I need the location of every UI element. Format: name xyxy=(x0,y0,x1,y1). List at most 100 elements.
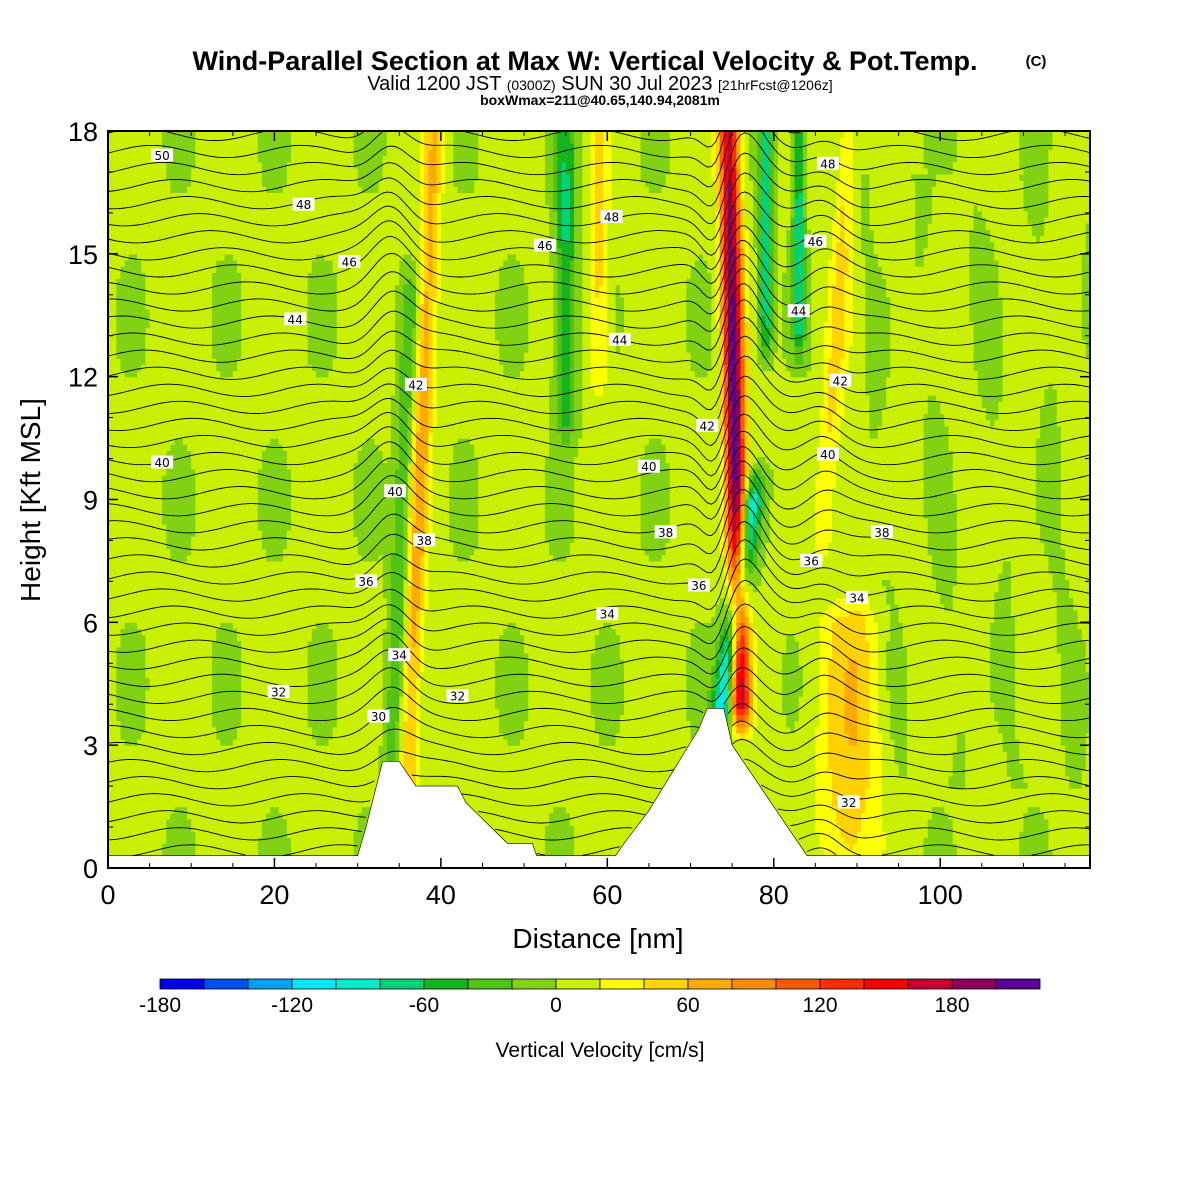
velocity-cell xyxy=(133,598,138,605)
velocity-cell xyxy=(125,450,130,457)
velocity-cell xyxy=(129,340,134,347)
velocity-cell xyxy=(116,192,121,199)
velocity-cell xyxy=(116,297,121,304)
velocity-cell xyxy=(112,223,117,230)
velocity-cell xyxy=(145,186,150,193)
velocity-cell xyxy=(145,192,150,199)
velocity-cell xyxy=(141,309,146,316)
velocity-cell xyxy=(137,702,142,709)
velocity-cell xyxy=(125,733,130,740)
velocity-cell xyxy=(125,481,130,488)
velocity-cell xyxy=(120,671,125,678)
velocity-cell xyxy=(137,622,142,629)
velocity-cell xyxy=(116,426,121,433)
velocity-cell xyxy=(125,635,130,642)
velocity-cell xyxy=(145,800,150,807)
velocity-cell xyxy=(120,217,125,224)
velocity-cell xyxy=(116,850,121,857)
velocity-cell xyxy=(125,579,130,586)
velocity-cell xyxy=(150,407,155,414)
velocity-cell xyxy=(141,420,146,427)
velocity-cell xyxy=(133,340,138,347)
velocity-cell xyxy=(150,628,155,635)
velocity-cell xyxy=(145,328,150,335)
velocity-cell xyxy=(145,567,150,574)
velocity-cell xyxy=(125,721,130,728)
velocity-cell xyxy=(112,192,117,199)
velocity-cell xyxy=(120,622,125,629)
velocity-cell xyxy=(150,770,155,777)
velocity-cell xyxy=(133,696,138,703)
velocity-cell xyxy=(150,751,155,758)
velocity-cell xyxy=(112,653,117,660)
velocity-cell xyxy=(145,585,150,592)
velocity-cell xyxy=(133,260,138,267)
velocity-cell xyxy=(120,266,125,273)
velocity-cell xyxy=(116,604,121,611)
velocity-cell xyxy=(145,819,150,826)
velocity-cell xyxy=(129,266,134,273)
velocity-cell xyxy=(145,739,150,746)
velocity-cell xyxy=(112,303,117,310)
velocity-cell xyxy=(145,156,150,163)
velocity-cell xyxy=(129,334,134,341)
velocity-cell xyxy=(150,346,155,353)
velocity-cell xyxy=(116,579,121,586)
velocity-cell xyxy=(112,714,117,721)
velocity-cell xyxy=(145,530,150,537)
velocity-cell xyxy=(112,579,117,586)
velocity-cell xyxy=(141,352,146,359)
velocity-cell xyxy=(129,555,134,562)
velocity-cell xyxy=(112,395,117,402)
velocity-cell xyxy=(133,561,138,568)
velocity-cell xyxy=(150,438,155,445)
velocity-cell xyxy=(137,432,142,439)
velocity-cell xyxy=(141,389,146,396)
velocity-cell xyxy=(141,616,146,623)
velocity-cell xyxy=(133,450,138,457)
velocity-cell xyxy=(112,506,117,513)
velocity-cell xyxy=(116,291,121,298)
velocity-cell xyxy=(125,272,130,279)
velocity-cell xyxy=(129,794,134,801)
velocity-cell xyxy=(145,438,150,445)
velocity-cell xyxy=(129,377,134,384)
velocity-cell xyxy=(116,174,121,181)
velocity-cell xyxy=(129,481,134,488)
velocity-cell xyxy=(129,199,134,206)
velocity-cell xyxy=(150,371,155,378)
velocity-cell xyxy=(150,819,155,826)
velocity-cell xyxy=(112,438,117,445)
velocity-cell xyxy=(133,635,138,642)
velocity-cell xyxy=(141,733,146,740)
velocity-cell xyxy=(145,475,150,482)
velocity-cell xyxy=(141,297,146,304)
velocity-cell xyxy=(129,297,134,304)
velocity-cell xyxy=(129,598,134,605)
velocity-cell xyxy=(112,727,117,734)
velocity-cell xyxy=(120,260,125,267)
velocity-cell xyxy=(150,487,155,494)
velocity-cell xyxy=(137,524,142,531)
velocity-cell xyxy=(129,352,134,359)
velocity-cell xyxy=(116,137,121,144)
velocity-cell xyxy=(125,174,130,181)
velocity-cell xyxy=(133,192,138,199)
velocity-cell xyxy=(141,407,146,414)
velocity-cell xyxy=(141,500,146,507)
velocity-cell xyxy=(112,782,117,789)
velocity-cell xyxy=(120,383,125,390)
velocity-cell xyxy=(150,223,155,230)
velocity-cell xyxy=(120,199,125,206)
velocity-cell xyxy=(133,825,138,832)
velocity-cell xyxy=(137,340,142,347)
velocity-cell xyxy=(141,807,146,814)
velocity-cell xyxy=(137,457,142,464)
velocity-cell xyxy=(129,819,134,826)
velocity-cell xyxy=(120,788,125,795)
velocity-cell xyxy=(116,217,121,224)
velocity-cell xyxy=(141,291,146,298)
velocity-cell xyxy=(145,653,150,660)
velocity-cell xyxy=(120,131,125,138)
velocity-cell xyxy=(137,248,142,255)
